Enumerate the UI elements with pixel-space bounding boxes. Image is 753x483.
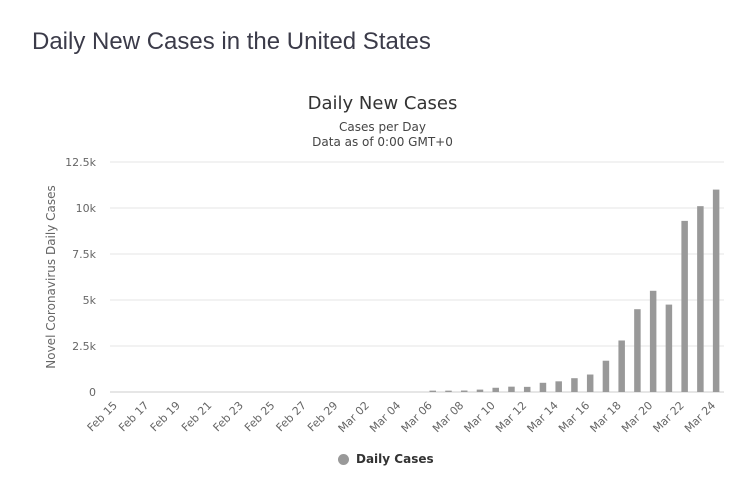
x-tick-label: Mar 12: [493, 399, 529, 435]
x-tick-label: Mar 02: [336, 399, 372, 435]
bar-mar-21: [665, 304, 673, 392]
bar-mar-07: [445, 390, 452, 392]
chart-subtitle-line-1: Cases per Day: [339, 120, 426, 134]
x-tick-label: Feb 29: [305, 399, 340, 434]
y-axis-title: Novel Coronavirus Daily Cases: [44, 185, 58, 368]
x-tick-label: Feb 19: [148, 399, 183, 434]
x-tick-label: Mar 20: [619, 399, 655, 435]
x-tick-label: Mar 06: [399, 399, 435, 435]
bar-mar-16: [586, 374, 594, 392]
legend-marker: [338, 453, 349, 465]
x-tick-label: Mar 18: [588, 399, 624, 435]
chart-title: Daily New Cases: [307, 93, 458, 114]
page-heading: Daily New Cases in the United States: [32, 28, 431, 55]
x-tick-label: Feb 23: [211, 399, 246, 434]
y-tick-label: 10k: [76, 202, 97, 215]
x-tick-label: Mar 14: [525, 399, 561, 435]
bar-mar-24: [712, 189, 720, 392]
x-tick-label: Mar 08: [430, 399, 466, 435]
x-tick-label: Feb 17: [116, 399, 151, 434]
bar-mar-18: [618, 340, 625, 392]
y-tick-label: 2.5k: [72, 340, 96, 353]
bar-mar-09: [476, 389, 484, 392]
x-tick-label: Mar 04: [367, 399, 403, 435]
bar-mar-10: [492, 387, 499, 392]
x-tick-label: Mar 10: [462, 399, 498, 435]
x-tick-label: Mar 24: [682, 399, 718, 435]
y-tick-label: 5k: [83, 294, 97, 307]
bar-mar-23: [697, 206, 704, 392]
bar-mar-06: [429, 390, 436, 392]
bar-mar-12: [523, 386, 531, 392]
bar-mar-14: [555, 381, 562, 392]
bar-mar-22: [681, 220, 688, 392]
y-tick-label: 7.5k: [72, 248, 96, 261]
x-tick-label: Feb 15: [85, 399, 120, 434]
x-tick-label: Feb 25: [242, 399, 277, 434]
y-tick-label: 0: [89, 386, 96, 399]
bar-mar-20: [649, 290, 657, 392]
bar-mar-13: [539, 382, 547, 392]
bar-mar-15: [571, 378, 578, 392]
chart-subtitle-line-2: Data as of 0:00 GMT+0: [312, 135, 453, 149]
x-tick-label: Feb 21: [179, 399, 214, 434]
legend-label: Daily Cases: [356, 452, 434, 466]
bar-mar-17: [602, 360, 610, 392]
bar-mar-19: [634, 309, 641, 392]
x-tick-label: Mar 22: [651, 399, 687, 435]
x-tick-label: Feb 27: [274, 399, 309, 434]
y-tick-label: 12.5k: [65, 156, 96, 169]
bar-mar-11: [508, 386, 515, 392]
legend-item-daily-cases[interactable]: Daily Cases: [338, 452, 434, 466]
bar-mar-08: [460, 390, 468, 392]
x-tick-label: Mar 16: [556, 399, 592, 435]
